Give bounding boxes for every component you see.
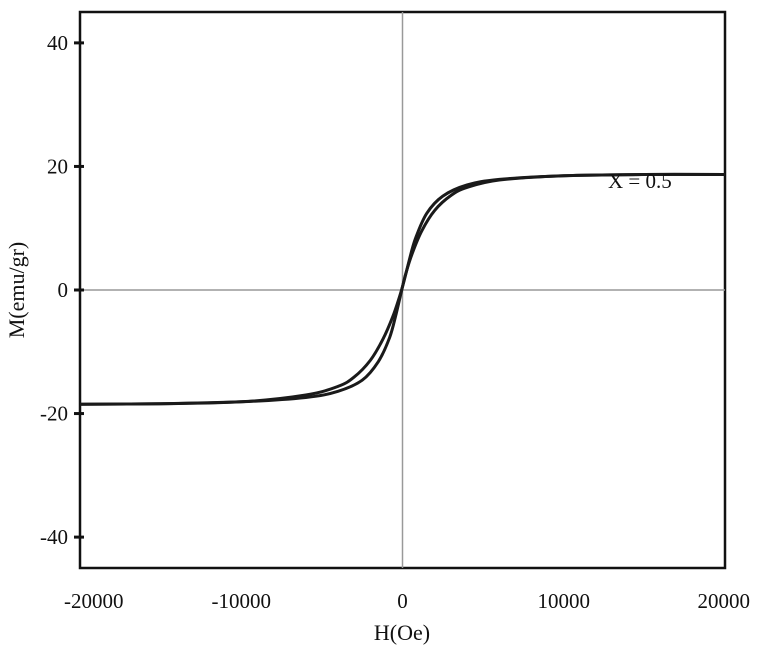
series-annotation: X = 0.5: [608, 169, 672, 193]
x-axis-title: H(Oe): [374, 620, 430, 645]
y-tick-label: 40: [47, 31, 68, 55]
x-tick-label: 0: [397, 589, 408, 613]
x-tick-label: 20000: [698, 589, 751, 613]
y-tick-label: -20: [40, 402, 68, 426]
y-tick-label: 20: [47, 154, 68, 178]
x-tick-label: -10000: [212, 589, 272, 613]
x-tick-label: 10000: [538, 589, 591, 613]
descending-branch-line: [79, 172, 726, 406]
x-tick-label: -20000: [64, 589, 124, 613]
y-tick-label: -40: [40, 525, 68, 549]
y-tick-label: 0: [58, 278, 69, 302]
y-axis-title: M(emu/gr): [4, 242, 29, 339]
